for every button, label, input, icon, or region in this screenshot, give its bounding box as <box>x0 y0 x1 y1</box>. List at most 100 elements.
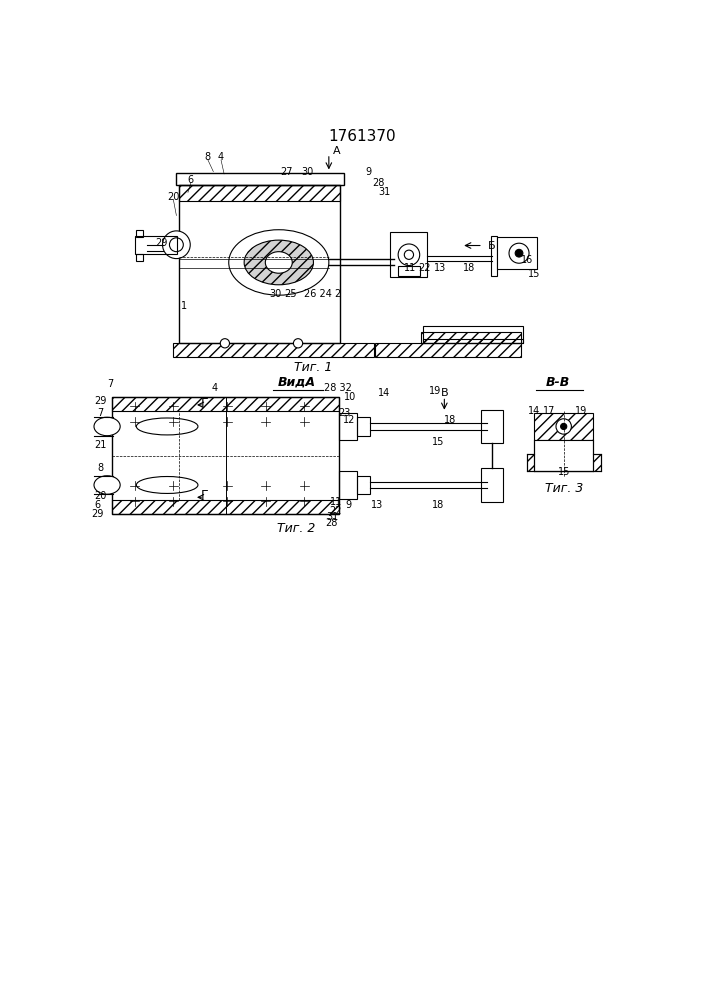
Text: 11: 11 <box>330 497 343 507</box>
Text: 29: 29 <box>156 238 168 248</box>
Text: 31: 31 <box>327 512 339 522</box>
Circle shape <box>561 423 567 430</box>
Text: 6: 6 <box>187 175 193 185</box>
Circle shape <box>163 231 190 259</box>
Text: 15: 15 <box>558 467 570 477</box>
Bar <box>357 417 370 436</box>
Bar <box>421 332 521 343</box>
Text: 31: 31 <box>378 187 390 197</box>
Bar <box>136 254 144 261</box>
Ellipse shape <box>265 252 292 273</box>
Text: 28 32: 28 32 <box>324 383 352 393</box>
Bar <box>179 185 340 201</box>
Text: B: B <box>440 388 448 398</box>
Bar <box>481 468 503 502</box>
Bar <box>481 410 503 443</box>
Text: 1: 1 <box>181 301 187 311</box>
Text: A: A <box>333 146 340 156</box>
Bar <box>112 397 339 411</box>
Text: Τиг. 2: Τиг. 2 <box>277 522 316 535</box>
Bar <box>398 266 420 276</box>
Text: 23: 23 <box>338 408 351 418</box>
Text: 22: 22 <box>329 506 341 516</box>
Circle shape <box>221 339 230 348</box>
Text: 14: 14 <box>378 388 390 398</box>
Bar <box>339 471 357 499</box>
Text: 18: 18 <box>443 415 456 425</box>
Text: 16: 16 <box>521 255 534 265</box>
Text: 14: 14 <box>527 406 539 416</box>
Text: 7: 7 <box>97 408 103 418</box>
Bar <box>423 339 523 343</box>
Text: Γ: Γ <box>201 489 208 502</box>
Bar <box>534 440 593 471</box>
Text: 18: 18 <box>432 500 444 510</box>
Text: 9: 9 <box>346 500 352 510</box>
Text: 9: 9 <box>366 167 372 177</box>
Bar <box>112 500 339 514</box>
Text: 8: 8 <box>204 152 210 162</box>
Bar <box>135 235 177 254</box>
Bar <box>423 326 523 343</box>
Text: 22: 22 <box>418 263 431 273</box>
Text: 19: 19 <box>429 386 441 396</box>
Text: 25: 25 <box>284 289 297 299</box>
Text: 15: 15 <box>527 269 540 279</box>
Ellipse shape <box>136 418 198 435</box>
Bar <box>357 476 370 494</box>
Text: 12: 12 <box>343 415 355 425</box>
Text: 4: 4 <box>218 152 224 162</box>
Text: Γ: Γ <box>201 397 208 410</box>
Ellipse shape <box>136 477 198 493</box>
Text: 7: 7 <box>107 379 113 389</box>
Text: 11: 11 <box>404 263 416 273</box>
Circle shape <box>515 249 523 257</box>
Circle shape <box>398 244 420 266</box>
Ellipse shape <box>94 476 120 494</box>
Bar <box>173 343 373 357</box>
Circle shape <box>293 339 303 348</box>
Text: 28: 28 <box>325 518 337 528</box>
Ellipse shape <box>94 417 120 436</box>
Text: 10: 10 <box>344 392 356 402</box>
Circle shape <box>556 419 571 434</box>
Ellipse shape <box>244 240 313 285</box>
Bar <box>136 230 144 237</box>
Ellipse shape <box>229 230 329 295</box>
Bar <box>491 236 497 276</box>
Text: 13: 13 <box>370 500 382 510</box>
Text: Τиг. 1: Τиг. 1 <box>294 361 332 374</box>
Text: 29: 29 <box>92 509 104 519</box>
Bar <box>179 185 340 343</box>
Text: 19: 19 <box>575 406 588 416</box>
Text: 15: 15 <box>432 437 445 447</box>
Bar <box>527 454 601 471</box>
Circle shape <box>509 243 529 263</box>
Text: 6: 6 <box>95 500 101 510</box>
Bar <box>497 237 537 269</box>
Text: 21: 21 <box>94 440 106 450</box>
Text: 29: 29 <box>94 396 106 406</box>
Text: Б: Б <box>489 241 496 251</box>
Bar <box>534 413 593 440</box>
Text: 20: 20 <box>94 491 106 501</box>
Text: 17: 17 <box>543 406 555 416</box>
Bar <box>112 397 339 514</box>
Circle shape <box>170 238 183 252</box>
Text: 28: 28 <box>372 178 385 188</box>
Text: 27: 27 <box>280 167 293 177</box>
Circle shape <box>404 250 414 259</box>
Text: 26 24 2: 26 24 2 <box>304 289 341 299</box>
Text: 30: 30 <box>301 167 313 177</box>
Bar <box>390 232 428 277</box>
Text: ВидA: ВидA <box>278 376 315 389</box>
Text: 4: 4 <box>212 383 218 393</box>
Text: 13: 13 <box>434 263 447 273</box>
Text: Τиг. 3: Τиг. 3 <box>544 482 583 495</box>
Text: 20: 20 <box>167 192 180 202</box>
Text: B-B: B-B <box>547 376 571 389</box>
Bar <box>339 413 357 440</box>
Text: 8: 8 <box>97 463 103 473</box>
Bar <box>176 173 344 185</box>
Bar <box>375 343 521 357</box>
